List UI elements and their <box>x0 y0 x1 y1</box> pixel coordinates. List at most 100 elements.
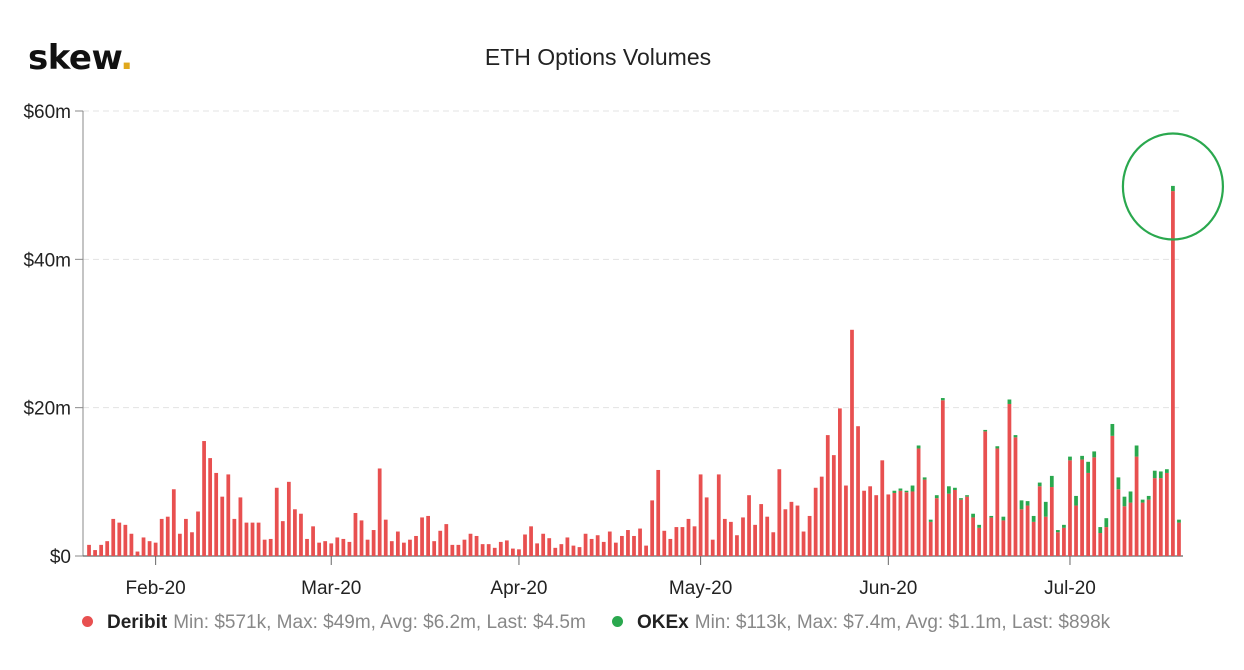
bar-deribit[interactable] <box>395 531 400 556</box>
bar-deribit[interactable] <box>535 543 539 556</box>
bar-okex[interactable] <box>1177 519 1181 523</box>
bar-deribit[interactable] <box>565 537 570 556</box>
bar-deribit[interactable] <box>898 490 903 556</box>
bar-deribit[interactable] <box>93 550 97 556</box>
bar-deribit[interactable] <box>311 526 315 556</box>
bar-deribit[interactable] <box>541 533 546 556</box>
bar-deribit[interactable] <box>1146 499 1151 556</box>
bar-deribit[interactable] <box>171 489 176 556</box>
bar-deribit[interactable] <box>220 496 225 556</box>
bar-deribit[interactable] <box>474 535 479 556</box>
bar-deribit[interactable] <box>383 519 388 556</box>
bar-okex[interactable] <box>1104 518 1109 528</box>
bar-deribit[interactable] <box>141 537 146 556</box>
bar-deribit[interactable] <box>620 535 624 556</box>
bar-okex[interactable] <box>1080 455 1084 460</box>
bar-deribit[interactable] <box>511 548 515 556</box>
bar-okex[interactable] <box>1037 482 1042 487</box>
bar-deribit[interactable] <box>147 541 152 556</box>
bar-deribit[interactable] <box>989 517 994 556</box>
bar-deribit[interactable] <box>607 531 612 556</box>
bar-deribit[interactable] <box>807 515 812 556</box>
bar-deribit[interactable] <box>946 493 951 556</box>
bar-deribit[interactable] <box>105 541 110 556</box>
bar-deribit[interactable] <box>329 543 334 556</box>
bar-deribit[interactable] <box>1062 527 1066 556</box>
bar-okex[interactable] <box>1128 491 1133 503</box>
bar-deribit[interactable] <box>741 517 745 556</box>
bar-deribit[interactable] <box>359 520 364 556</box>
bar-deribit[interactable] <box>613 542 618 556</box>
bar-deribit[interactable] <box>577 547 582 556</box>
bar-deribit[interactable] <box>801 531 806 556</box>
bar-deribit[interactable] <box>196 511 200 557</box>
bar-deribit[interactable] <box>886 494 891 556</box>
bar-deribit[interactable] <box>632 535 636 556</box>
bar-deribit[interactable] <box>934 498 939 556</box>
bar-okex[interactable] <box>1013 435 1018 438</box>
bar-deribit[interactable] <box>365 539 370 556</box>
bar-deribit[interactable] <box>529 526 533 556</box>
bar-deribit[interactable] <box>704 497 709 556</box>
bar-deribit[interactable] <box>831 455 836 556</box>
bar-deribit[interactable] <box>1031 521 1036 556</box>
bar-okex[interactable] <box>1043 501 1048 517</box>
bar-deribit[interactable] <box>595 535 600 556</box>
bar-deribit[interactable] <box>965 496 969 556</box>
bar-deribit[interactable] <box>1019 509 1024 556</box>
bar-deribit[interactable] <box>238 497 243 556</box>
bar-deribit[interactable] <box>262 539 267 556</box>
bar-deribit[interactable] <box>838 408 842 556</box>
bar-deribit[interactable] <box>1110 435 1115 556</box>
bar-deribit[interactable] <box>868 486 873 556</box>
bar-okex[interactable] <box>989 515 994 518</box>
bar-deribit[interactable] <box>286 481 291 556</box>
bar-okex[interactable] <box>910 485 915 492</box>
bar-deribit[interactable] <box>426 515 430 556</box>
bar-deribit[interactable] <box>928 521 933 556</box>
bar-deribit[interactable] <box>347 541 352 556</box>
bar-deribit[interactable] <box>747 495 751 556</box>
bar-deribit[interactable] <box>686 518 691 556</box>
bar-deribit[interactable] <box>480 544 485 556</box>
bar-okex[interactable] <box>1098 527 1103 534</box>
bar-deribit[interactable] <box>444 524 449 556</box>
bar-deribit[interactable] <box>299 513 303 556</box>
bar-deribit[interactable] <box>420 517 424 556</box>
bar-deribit[interactable] <box>153 542 158 556</box>
bar-deribit[interactable] <box>940 400 945 556</box>
bar-deribit[interactable] <box>402 542 406 556</box>
bar-deribit[interactable] <box>159 518 164 556</box>
bar-okex[interactable] <box>1171 185 1175 192</box>
bar-okex[interactable] <box>965 495 969 497</box>
bar-deribit[interactable] <box>184 518 188 556</box>
bar-okex[interactable] <box>1074 495 1078 506</box>
bar-deribit[interactable] <box>571 545 576 556</box>
bar-deribit[interactable] <box>1171 191 1175 556</box>
bar-deribit[interactable] <box>656 469 661 556</box>
bar-deribit[interactable] <box>317 542 322 556</box>
bar-deribit[interactable] <box>389 541 394 556</box>
bar-deribit[interactable] <box>953 489 957 556</box>
bar-deribit[interactable] <box>202 441 206 556</box>
bar-deribit[interactable] <box>438 530 443 556</box>
bar-deribit[interactable] <box>856 426 860 556</box>
bar-okex[interactable] <box>1068 456 1072 461</box>
bar-deribit[interactable] <box>668 538 673 556</box>
bar-deribit[interactable] <box>735 535 739 556</box>
bar-deribit[interactable] <box>862 490 866 556</box>
bar-deribit[interactable] <box>1104 527 1109 556</box>
bar-deribit[interactable] <box>1037 486 1042 556</box>
bar-deribit[interactable] <box>87 544 91 556</box>
bar-deribit[interactable] <box>1043 516 1048 556</box>
bar-okex[interactable] <box>934 495 939 499</box>
bar-deribit[interactable] <box>1134 456 1139 556</box>
bar-deribit[interactable] <box>1164 472 1169 556</box>
bar-deribit[interactable] <box>492 547 497 556</box>
bar-deribit[interactable] <box>1092 457 1097 556</box>
bar-deribit[interactable] <box>692 526 697 556</box>
bar-deribit[interactable] <box>825 435 830 556</box>
bar-deribit[interactable] <box>922 479 927 556</box>
bar-okex[interactable] <box>1134 445 1139 457</box>
bar-deribit[interactable] <box>129 533 134 556</box>
